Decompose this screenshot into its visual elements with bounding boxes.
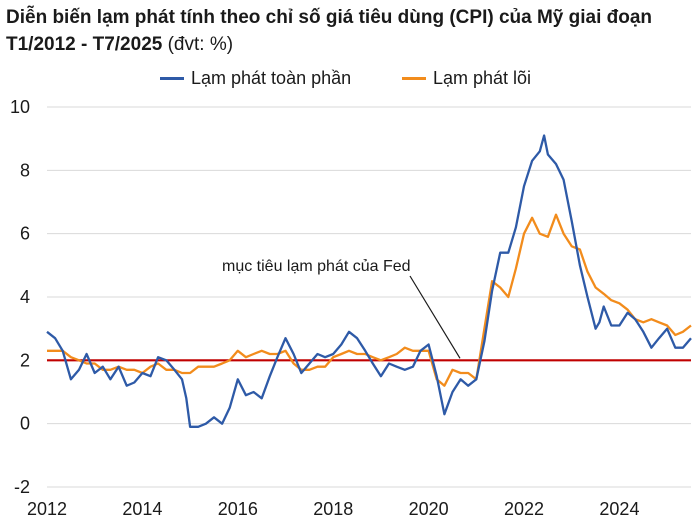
legend-swatch-headline xyxy=(160,76,184,80)
x-tick-label: 2022 xyxy=(504,499,544,519)
legend-swatch-core xyxy=(402,76,426,80)
y-tick-label: 4 xyxy=(20,287,30,307)
y-tick-label: -2 xyxy=(14,477,30,497)
x-tick-label: 2020 xyxy=(409,499,449,519)
x-axis-tick-labels: 2012 2014 2016 2018 2020 2022 2024 xyxy=(27,499,639,519)
fed-target-leader-line xyxy=(409,275,461,359)
legend-item-headline: Lạm phát toàn phần xyxy=(160,66,351,90)
series-lines xyxy=(46,134,692,428)
y-tick-label: 8 xyxy=(20,160,30,180)
fed-target-annotation: mục tiêu lạm phát của Fed xyxy=(222,258,461,359)
y-tick-label: 6 xyxy=(20,224,30,244)
x-tick-label: 2014 xyxy=(122,499,162,519)
chart-title-main: Diễn biến lạm phát tính theo chỉ số giá … xyxy=(6,7,653,55)
chart-legend: Lạm phát toàn phần Lạm phát lõi xyxy=(0,66,697,90)
y-tick-label: 2 xyxy=(20,350,30,370)
x-tick-label: 2012 xyxy=(27,499,67,519)
series-line-0 xyxy=(46,134,692,428)
x-tick-label: 2024 xyxy=(599,499,639,519)
x-tick-label: 2018 xyxy=(313,499,353,519)
y-tick-label: 0 xyxy=(20,414,30,434)
chart-title-unit: (đvt: %) xyxy=(167,34,234,55)
gridlines xyxy=(47,106,691,488)
x-tick-label: 2016 xyxy=(218,499,258,519)
y-axis-tick-labels: -2 0 2 4 6 8 10 xyxy=(10,97,30,497)
legend-label-core: Lạm phát lõi xyxy=(433,68,532,88)
legend-item-core: Lạm phát lõi xyxy=(402,66,531,90)
fed-target-label: mục tiêu lạm phát của Fed xyxy=(222,258,411,275)
y-tick-label: 10 xyxy=(10,97,30,117)
legend-label-headline: Lạm phát toàn phần xyxy=(191,68,352,88)
chart-title: Diễn biến lạm phát tính theo chỉ số giá … xyxy=(6,4,691,58)
